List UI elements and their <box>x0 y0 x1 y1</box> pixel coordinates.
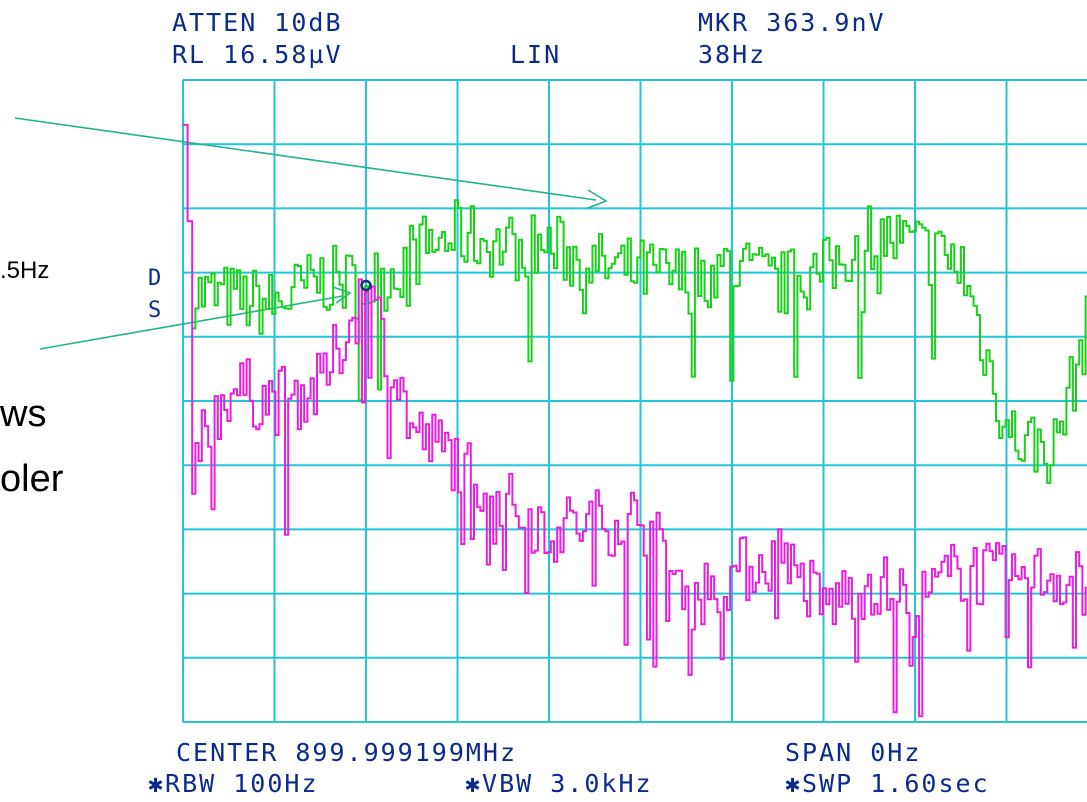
center-frequency-readout: CENTER 899.999199MHz <box>176 738 518 767</box>
span-readout: SPAN 0Hz <box>785 738 922 767</box>
graticule <box>182 79 1087 723</box>
annotation-arrows <box>14 117 608 350</box>
trace-d <box>192 199 1087 484</box>
scale-readout: LIN <box>510 40 562 69</box>
vbw-readout: ✱VBW 3.0kHz <box>465 769 653 798</box>
slide-text-line2: oler <box>0 458 64 500</box>
annotation-arrow-upper-head <box>587 189 608 209</box>
annotation-arrow-lower-head <box>332 286 352 304</box>
trace-label-d: D <box>148 266 164 291</box>
attenuation-readout: ATTEN 10dB <box>172 8 343 37</box>
annotation-arrow-upper <box>14 117 597 201</box>
traces <box>183 123 1087 718</box>
sweep-readout: ✱SWP 1.60sec <box>785 769 990 798</box>
slide-text-line1: ws <box>0 393 47 435</box>
marker-symbol <box>360 279 372 292</box>
marker-amplitude-readout: MKR 363.9nV <box>698 8 886 37</box>
trace-label-s: S <box>148 298 164 323</box>
marker-frequency-readout: 38Hz <box>698 40 767 69</box>
trace-s <box>183 123 1087 718</box>
rbw-readout: ✱RBW 100Hz <box>148 769 319 798</box>
slide-text-frequency: .5Hz <box>0 257 50 284</box>
marker-point <box>360 279 372 292</box>
reference-level-readout: RL 16.58µV <box>172 40 343 69</box>
